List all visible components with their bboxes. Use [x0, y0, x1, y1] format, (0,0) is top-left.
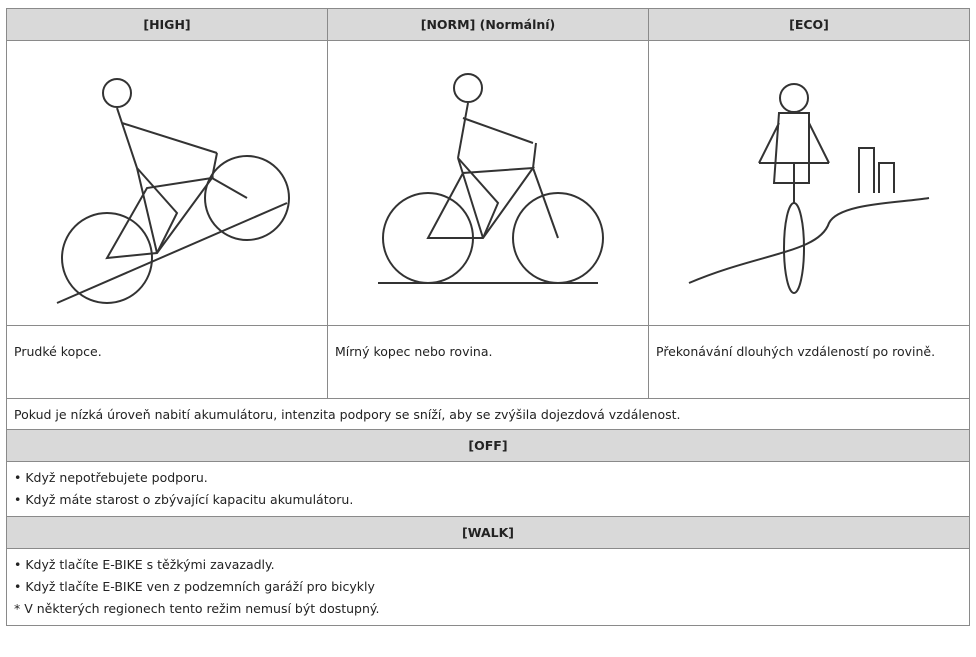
note: Pokud je nízká úroveň nabití akumulátoru… [6, 398, 970, 430]
bullet: • Když máte starost o zbývající kapacitu… [14, 492, 354, 507]
illustration-cell [648, 40, 970, 326]
bullet: • Když nepotřebujete podporu. [14, 470, 208, 485]
bullet: • Když tlačíte E-BIKE s těžkými zavazadl… [14, 557, 275, 572]
bullet-list: • Když nepotřebujete podporu. • Když mát… [6, 461, 970, 517]
column-header: [HIGH] [6, 8, 328, 41]
bullet-list: • Když tlačíte E-BIKE s těžkými zavazadl… [6, 548, 970, 626]
description: Prudké kopce. [6, 325, 328, 399]
footnote: * V některých regionech tento režim nemu… [14, 601, 380, 616]
illustration [688, 83, 930, 294]
description: Překonávání dlouhých vzdáleností po rovi… [648, 325, 970, 399]
column-header: [NORM] (Normální) [327, 8, 649, 41]
column-header: [ECO] [648, 8, 970, 41]
section-header: [WALK] [6, 516, 970, 549]
bullet: • Když tlačíte E-BIKE ven z podzemních g… [14, 579, 375, 594]
section-header: [OFF] [6, 429, 970, 462]
mode-table: [HIGH] [NORM] (Normální) [ECO] Prudké ko… [6, 8, 970, 626]
description: Mírný kopec nebo rovina. [327, 325, 649, 399]
illustration [378, 73, 604, 284]
illustration-cell [6, 40, 328, 326]
illustration [56, 78, 290, 304]
illustration-cell [327, 40, 649, 326]
